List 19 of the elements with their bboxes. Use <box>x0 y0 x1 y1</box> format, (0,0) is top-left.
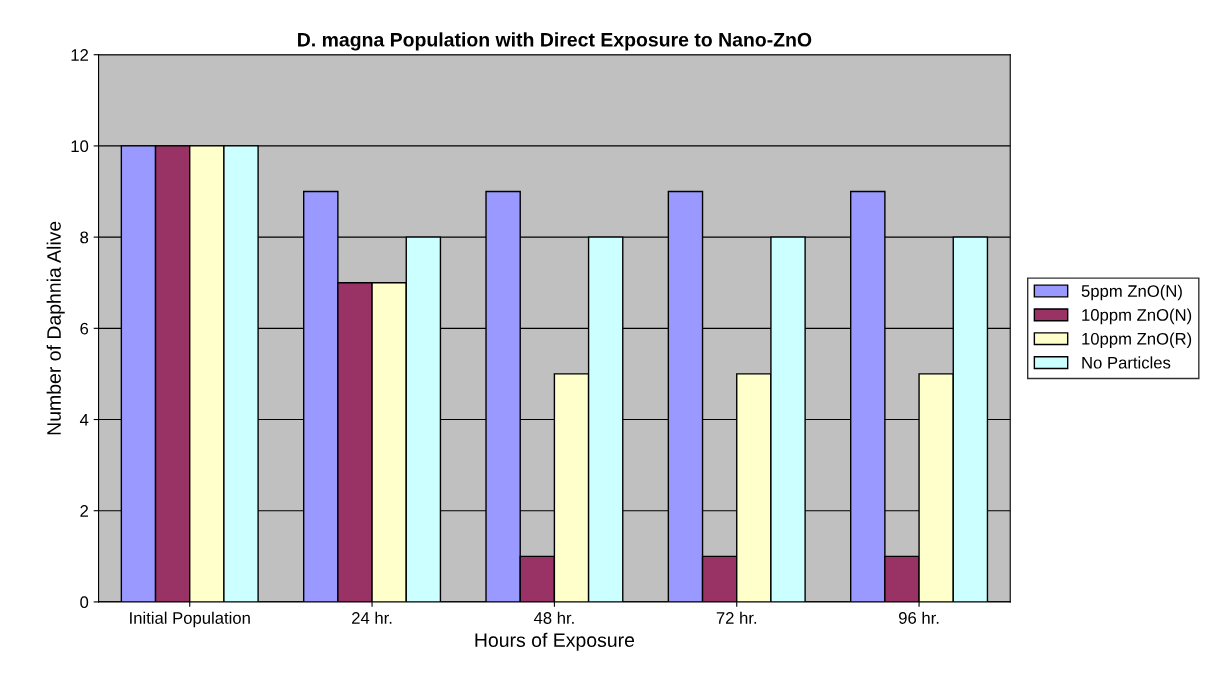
y-tick-label: 10 <box>71 140 89 153</box>
x-tick-label: Initial Population <box>130 611 250 628</box>
y-tick-label: 6 <box>80 322 89 335</box>
legend-label: 10ppm ZnO(N) <box>1082 308 1192 325</box>
legend-label: 5ppm ZnO(N) <box>1081 284 1182 301</box>
x-tick-label: 96 hr. <box>899 611 939 624</box>
x-tick-label: 48 hr. <box>533 611 574 624</box>
y-tick-label: 8 <box>80 231 89 244</box>
y-tick-label: 2 <box>80 505 88 517</box>
x-axis-title: Hours of Exposure <box>475 632 635 651</box>
y-tick-label: 0 <box>80 596 89 609</box>
x-tick-label: 72 hr. <box>716 611 757 624</box>
legend-label: No Particles <box>1082 356 1171 369</box>
y-tick-label: 4 <box>79 414 89 426</box>
legend-label: 10ppm ZnO(R) <box>1082 332 1192 349</box>
y-tick-label: 12 <box>71 49 88 61</box>
x-tick-label: 24 hr. <box>352 611 392 624</box>
y-axis-title: Number of Daphnia Alive <box>46 221 65 435</box>
chart-title: D. magna Population with Direct Exposure to Nano-ZnO <box>298 32 812 51</box>
